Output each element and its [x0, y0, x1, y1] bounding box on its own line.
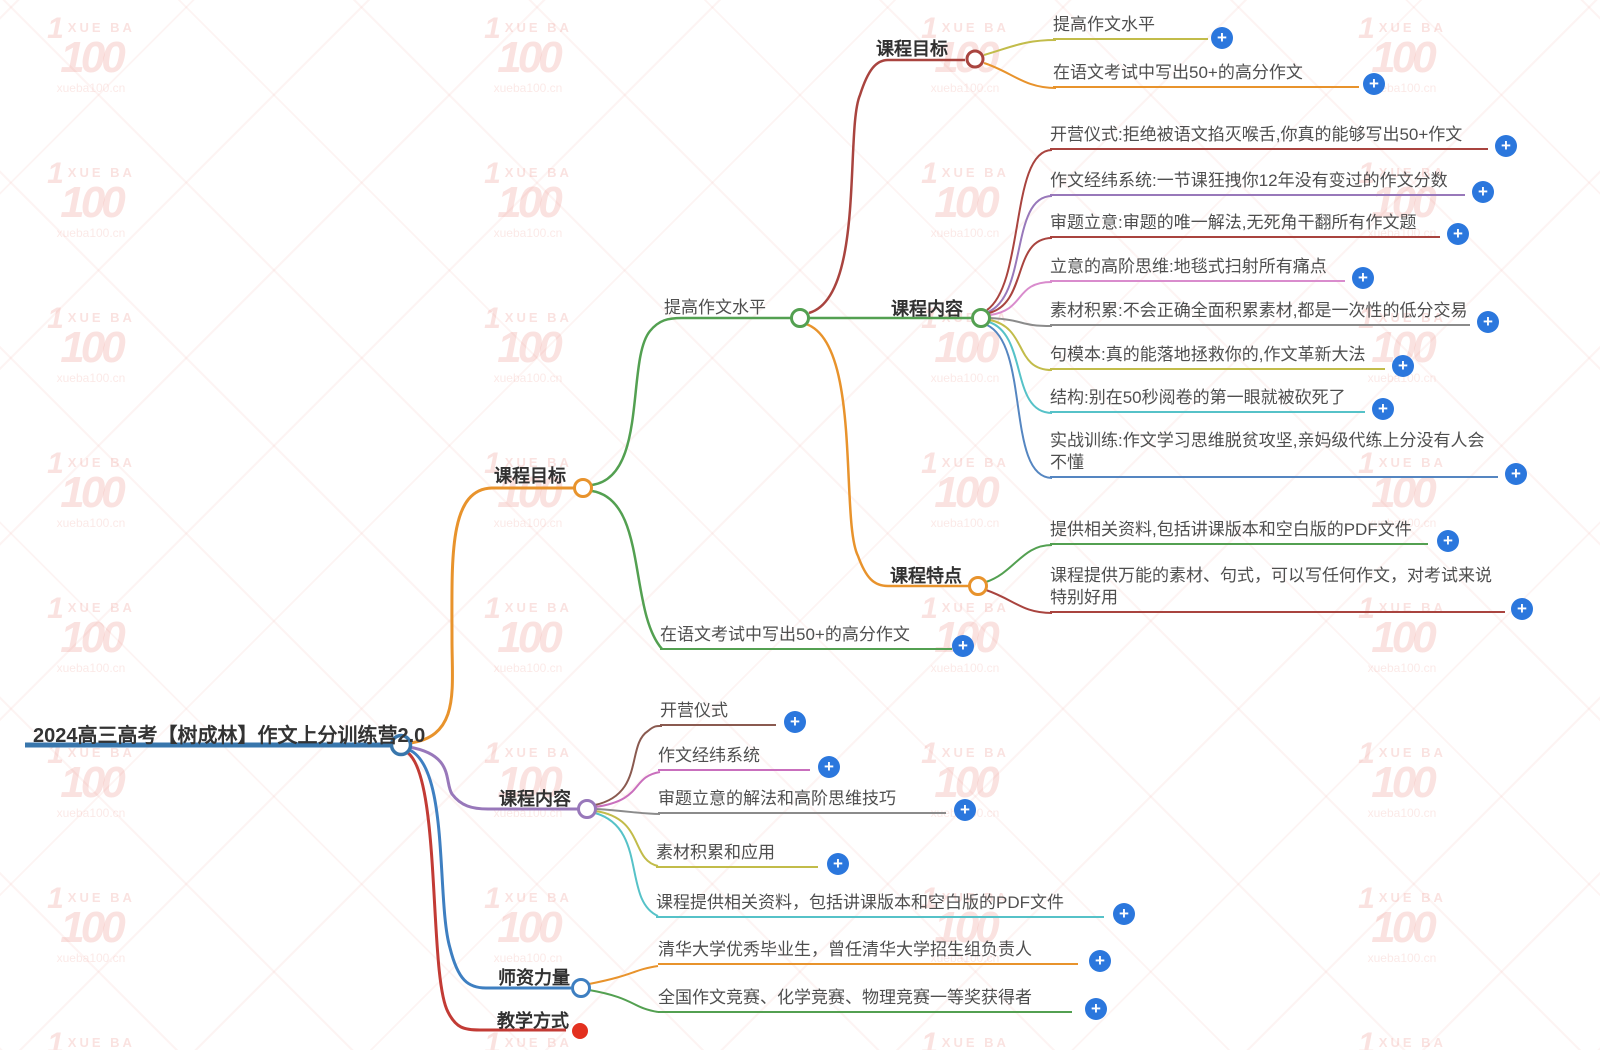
node-course-content[interactable]: 课程内容	[499, 789, 571, 809]
connector-leaf	[594, 724, 663, 806]
connector-course-goals	[409, 486, 574, 745]
plus-icon[interactable]	[1437, 530, 1459, 552]
topic[interactable]: 审题立意:审题的唯一解法,无死角干翻所有作文题	[1050, 212, 1440, 238]
connector-leaf	[987, 195, 1053, 313]
topic[interactable]: 课程提供相关资料，包括讲课版本和空白版的PDF文件	[656, 892, 1104, 918]
connector-leaf	[594, 812, 659, 917]
node-content2[interactable]: 课程内容	[891, 299, 963, 319]
connector-leaf	[989, 281, 1053, 316]
connector-leaf	[983, 39, 1057, 56]
node-handle-course-goals[interactable]	[573, 478, 593, 498]
connector-faculty	[406, 747, 571, 990]
topic[interactable]: 在语文考试中写出50+的高分作文	[1053, 62, 1359, 88]
plus-icon[interactable]	[1447, 223, 1469, 245]
plus-icon[interactable]	[1392, 355, 1414, 377]
connector-leaf	[588, 965, 659, 985]
node-faculty[interactable]: 师资力量	[498, 968, 570, 988]
plus-icon[interactable]	[1089, 950, 1111, 972]
node-course-goals[interactable]: 课程目标	[494, 466, 566, 486]
topic[interactable]: 句模本:真的能落地拯救你的,作文革新大法	[1050, 344, 1385, 370]
root-node-handle[interactable]	[389, 733, 413, 757]
connector-goals2	[808, 58, 965, 315]
connector-leaf	[986, 149, 1053, 311]
node-goals2[interactable]: 课程目标	[876, 39, 948, 59]
node-handle-faculty[interactable]	[571, 978, 591, 998]
node-teaching[interactable]: 教学方式	[497, 1011, 569, 1031]
connector-teaching	[404, 749, 566, 1032]
topic[interactable]: 素材积累:不会正确全面积累素材,都是一次性的低分交易	[1050, 300, 1470, 326]
plus-icon[interactable]	[1472, 181, 1494, 203]
plus-icon[interactable]	[1511, 598, 1533, 620]
connector-leaf	[986, 324, 1053, 479]
connector-leaf	[983, 62, 1057, 89]
topic[interactable]: 开营仪式:拒绝被语文掐灭喉舌,你真的能够写出50+作文	[1050, 124, 1488, 150]
node-improve-writing[interactable]: 提高作文水平	[664, 298, 766, 317]
plus-icon[interactable]	[827, 853, 849, 875]
plus-icon[interactable]	[1113, 903, 1135, 925]
connector-score50	[591, 489, 663, 650]
node-handle-content2[interactable]	[971, 308, 991, 328]
plus-icon[interactable]	[954, 799, 976, 821]
topic[interactable]: 实战训练:作文学习思维脱贫攻坚,亲妈级代练上分没有人会不懂	[1050, 430, 1498, 478]
connector-features	[805, 322, 969, 588]
plus-icon[interactable]	[1505, 463, 1527, 485]
connector-improve-writing	[591, 316, 791, 487]
connector-leaf	[594, 810, 659, 867]
topic[interactable]: 提高作文水平	[1053, 14, 1208, 40]
plus-icon[interactable]	[784, 711, 806, 733]
connector-leaf	[594, 771, 661, 808]
connector-leaf	[988, 237, 1053, 314]
root-topic[interactable]: 2024高三高考【树成林】作文上分训练营2.0	[33, 725, 426, 747]
topic[interactable]: 开营仪式	[660, 700, 776, 726]
plus-icon[interactable]	[1363, 73, 1385, 95]
plus-icon[interactable]	[818, 756, 840, 778]
connector-leaf	[985, 589, 1053, 614]
connector-leaf	[989, 319, 1053, 371]
connector-leaf	[988, 321, 1053, 414]
plus-icon[interactable]	[1495, 135, 1517, 157]
plus-icon[interactable]	[1477, 311, 1499, 333]
plus-icon[interactable]	[1352, 267, 1374, 289]
connector-leaf	[595, 808, 661, 815]
topic[interactable]: 提供相关资料,包括讲课版本和空白版的PDF文件	[1050, 519, 1428, 545]
topic[interactable]: 清华大学优秀毕业生，曾任清华大学招生组负责人	[658, 939, 1078, 965]
topic[interactable]: 课程提供万能的素材、句式，可以写任何作文，对考试来说特别好用	[1050, 565, 1505, 613]
topic-score50[interactable]: 在语文考试中写出50+的高分作文	[660, 624, 952, 650]
topic[interactable]: 作文经纬系统:一节课狂拽你12年没有变过的作文分数	[1050, 170, 1465, 196]
connector-leaf	[588, 989, 659, 1013]
topic[interactable]: 素材积累和应用	[656, 842, 818, 868]
topic[interactable]: 结构:别在50秒阅卷的第一眼就被砍死了	[1050, 387, 1365, 413]
connector-leaf	[989, 317, 1053, 327]
plus-icon[interactable]	[1085, 998, 1107, 1020]
topic[interactable]: 全国作文竞赛、化学竞赛、物理竞赛一等奖获得者	[658, 987, 1072, 1013]
plus-icon[interactable]	[1372, 398, 1394, 420]
connector-course-content	[408, 745, 578, 811]
plus-icon[interactable]	[1211, 27, 1233, 49]
connector-leaf	[985, 544, 1053, 583]
topic[interactable]: 作文经纬系统	[658, 745, 810, 771]
node-features[interactable]: 课程特点	[890, 566, 962, 586]
node-handle-goals2[interactable]	[965, 49, 985, 69]
node-handle-improve-writing[interactable]	[790, 308, 810, 328]
topic[interactable]: 审题立意的解法和高阶思维技巧	[658, 788, 946, 814]
collapse-dot-teaching[interactable]	[572, 1023, 588, 1039]
plus-icon[interactable]	[952, 635, 974, 657]
topic[interactable]: 立意的高阶思维:地毯式扫射所有痛点	[1050, 256, 1345, 282]
node-handle-course-content[interactable]	[577, 799, 597, 819]
node-handle-features[interactable]	[968, 576, 988, 596]
